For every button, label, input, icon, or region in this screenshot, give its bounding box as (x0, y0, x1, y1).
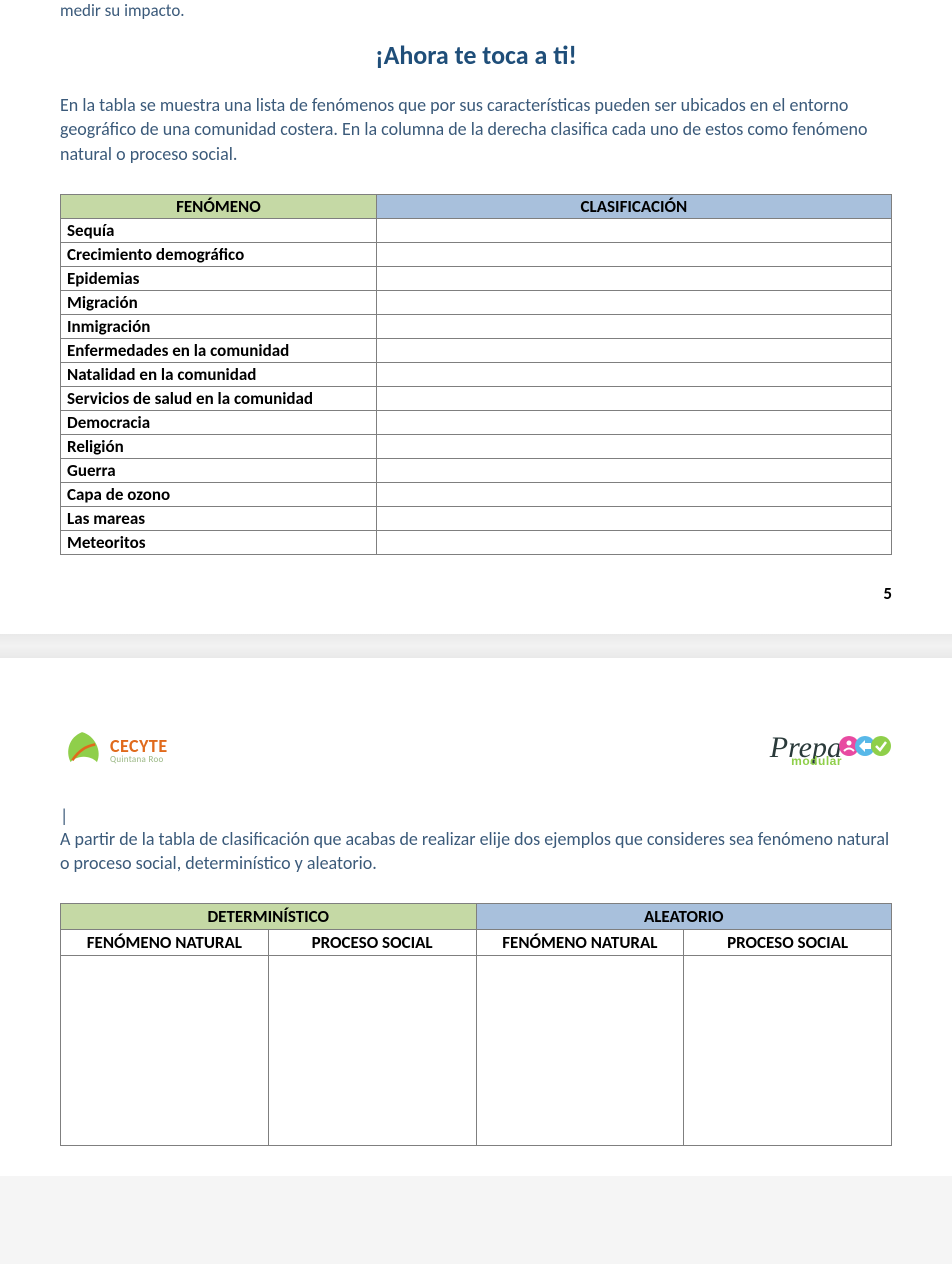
cell-det-fn[interactable] (61, 956, 269, 1146)
cell-fenomeno: Democracia (61, 410, 377, 434)
cell-ale-fn[interactable] (476, 956, 684, 1146)
col-header-deterministico: DETERMINÍSTICO (61, 904, 477, 930)
cell-clasificacion[interactable] (376, 410, 891, 434)
table-row: Epidemias (61, 266, 892, 290)
logo-cecyte: CECYTE Quintana Roo (60, 728, 168, 773)
intro-paragraph-1: En la tabla se muestra una lista de fenó… (60, 93, 892, 166)
col-header-clasificacion: CLASIFICACIÓN (376, 194, 891, 218)
cell-clasificacion[interactable] (376, 482, 891, 506)
table-row: Migración (61, 290, 892, 314)
table-row: Democracia (61, 410, 892, 434)
table-row: Natalidad en la comunidad (61, 362, 892, 386)
cell-clasificacion[interactable] (376, 314, 891, 338)
table-row: Guerra (61, 458, 892, 482)
table-row: Religión (61, 434, 892, 458)
intro-paragraph-2: A partir de la tabla de clasificación qu… (60, 827, 892, 876)
cell-fenomeno: Capa de ozono (61, 482, 377, 506)
page-number: 5 (60, 583, 892, 604)
table-row: Inmigración (61, 314, 892, 338)
cell-fenomeno: Sequía (61, 218, 377, 242)
prepa-sublabel: modular (791, 756, 842, 766)
table-row: Meteoritos (61, 530, 892, 554)
cell-ale-ps[interactable] (684, 956, 892, 1146)
sub-header: PROCESO SOCIAL (684, 930, 892, 956)
badge-icon (870, 735, 892, 757)
prepa-badges (844, 735, 892, 757)
cecyte-sublabel: Quintana Roo (110, 755, 168, 764)
page-gap (0, 634, 952, 658)
leaf-icon (60, 728, 104, 773)
cell-clasificacion[interactable] (376, 434, 891, 458)
sub-header: PROCESO SOCIAL (268, 930, 476, 956)
cell-fenomeno: Migración (61, 290, 377, 314)
cell-clasificacion[interactable] (376, 242, 891, 266)
col-header-fenomeno: FENÓMENO (61, 194, 377, 218)
classification-table: FENÓMENO CLASIFICACIÓN Sequía Crecimient… (60, 194, 892, 555)
cell-clasificacion[interactable] (376, 362, 891, 386)
cell-clasificacion[interactable] (376, 530, 891, 554)
cell-fenomeno: Natalidad en la comunidad (61, 362, 377, 386)
page-2: CECYTE Quintana Roo Prepa modular | A pa… (0, 658, 952, 1177)
table-header-row: FENÓMENO CLASIFICACIÓN (61, 194, 892, 218)
sub-header: FENÓMENO NATURAL (61, 930, 269, 956)
table-row: Capa de ozono (61, 482, 892, 506)
cell-fenomeno: Epidemias (61, 266, 377, 290)
cell-clasificacion[interactable] (376, 506, 891, 530)
page-1: medir su impacto. ¡Ahora te toca a ti! E… (0, 0, 952, 634)
table-row: Servicios de salud en la comunidad (61, 386, 892, 410)
table-row (61, 956, 892, 1146)
cell-clasificacion[interactable] (376, 386, 891, 410)
cell-clasificacion[interactable] (376, 290, 891, 314)
cecyte-label: CECYTE (110, 737, 168, 755)
cell-clasificacion[interactable] (376, 338, 891, 362)
section-title: ¡Ahora te toca a ti! (60, 39, 892, 71)
cell-det-ps[interactable] (268, 956, 476, 1146)
sub-header: FENÓMENO NATURAL (476, 930, 684, 956)
cell-fenomeno: Servicios de salud en la comunidad (61, 386, 377, 410)
table-row: Enfermedades en la comunidad (61, 338, 892, 362)
cell-fenomeno: Crecimiento demográfico (61, 242, 377, 266)
table-top-header-row: DETERMINÍSTICO ALEATORIO (61, 904, 892, 930)
truncated-line: medir su impacto. (60, 0, 892, 39)
table-row: Crecimiento demográfico (61, 242, 892, 266)
table-row: Las mareas (61, 506, 892, 530)
cell-clasificacion[interactable] (376, 218, 891, 242)
cell-fenomeno: Guerra (61, 458, 377, 482)
logo-prepa: Prepa modular (770, 735, 892, 767)
cell-clasificacion[interactable] (376, 266, 891, 290)
determ-aleatorio-table: DETERMINÍSTICO ALEATORIO FENÓMENO NATURA… (60, 903, 892, 1146)
col-header-aleatorio: ALEATORIO (476, 904, 892, 930)
cell-clasificacion[interactable] (376, 458, 891, 482)
text-cursor: | (60, 805, 892, 827)
cell-fenomeno: Religión (61, 434, 377, 458)
cell-fenomeno: Inmigración (61, 314, 377, 338)
cell-fenomeno: Enfermedades en la comunidad (61, 338, 377, 362)
cell-fenomeno: Meteoritos (61, 530, 377, 554)
table-row: Sequía (61, 218, 892, 242)
table-sub-header-row: FENÓMENO NATURAL PROCESO SOCIAL FENÓMENO… (61, 930, 892, 956)
cell-fenomeno: Las mareas (61, 506, 377, 530)
logo-row: CECYTE Quintana Roo Prepa modular (60, 728, 892, 773)
